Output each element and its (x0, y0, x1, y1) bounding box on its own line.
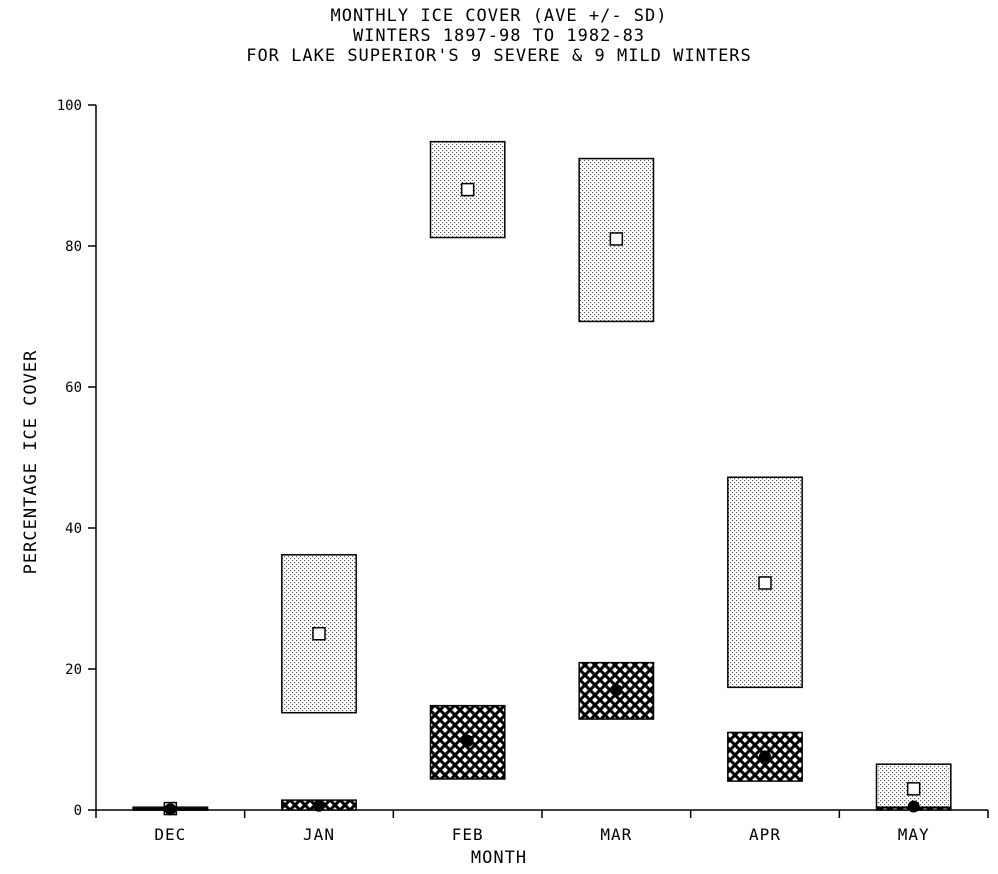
mean-marker-series2-feb (461, 734, 474, 747)
x-tick-label-apr: APR (749, 825, 781, 844)
x-tick-label-dec: DEC (154, 825, 186, 844)
mean-marker-series1-mar (609, 232, 624, 246)
y-tick-label-100: 100 (57, 98, 82, 114)
mean-marker-series2-jan (313, 799, 325, 812)
y-tick-label-60: 60 (65, 380, 82, 396)
y-tick-label-80: 80 (65, 239, 82, 255)
mean-marker-series2-may (907, 800, 920, 813)
mean-marker-series1-jan (312, 627, 326, 641)
title-line-3: FOR LAKE SUPERIOR'S 9 SEVERE & 9 MILD WI… (246, 46, 752, 66)
data-markers (163, 182, 921, 816)
x-axis-label: MONTH (470, 848, 528, 868)
mean-marker-series2-apr (759, 750, 771, 763)
chart-title: MONTHLY ICE COVER (AVE +/- SD) WINTERS 1… (0, 6, 998, 66)
y-tick-label-40: 40 (65, 521, 82, 537)
mean-marker-series1-apr (758, 576, 772, 590)
mean-marker-series2-mar (610, 684, 623, 697)
title-line-2: WINTERS 1897-98 TO 1982-83 (352, 26, 646, 46)
mean-marker-series1-feb (460, 182, 475, 197)
mean-marker-series1-may (906, 782, 921, 796)
y-tick-label-20: 20 (65, 662, 82, 678)
x-tick-label-feb: FEB (452, 825, 484, 844)
y-tick-label-0: 0 (74, 803, 82, 819)
x-tick-label-mar: MAR (600, 825, 632, 844)
title-line-1: MONTHLY ICE COVER (AVE +/- SD) (330, 6, 668, 26)
data-boxes (132, 140, 952, 811)
x-tick-label-may: MAY (898, 825, 930, 844)
axes: 0 20 40 60 80 100 DEC JAN FEB MAR APR MAY (57, 98, 989, 844)
x-tick-label-jan: JAN (303, 825, 335, 844)
mean-marker-series2-dec (164, 803, 177, 816)
